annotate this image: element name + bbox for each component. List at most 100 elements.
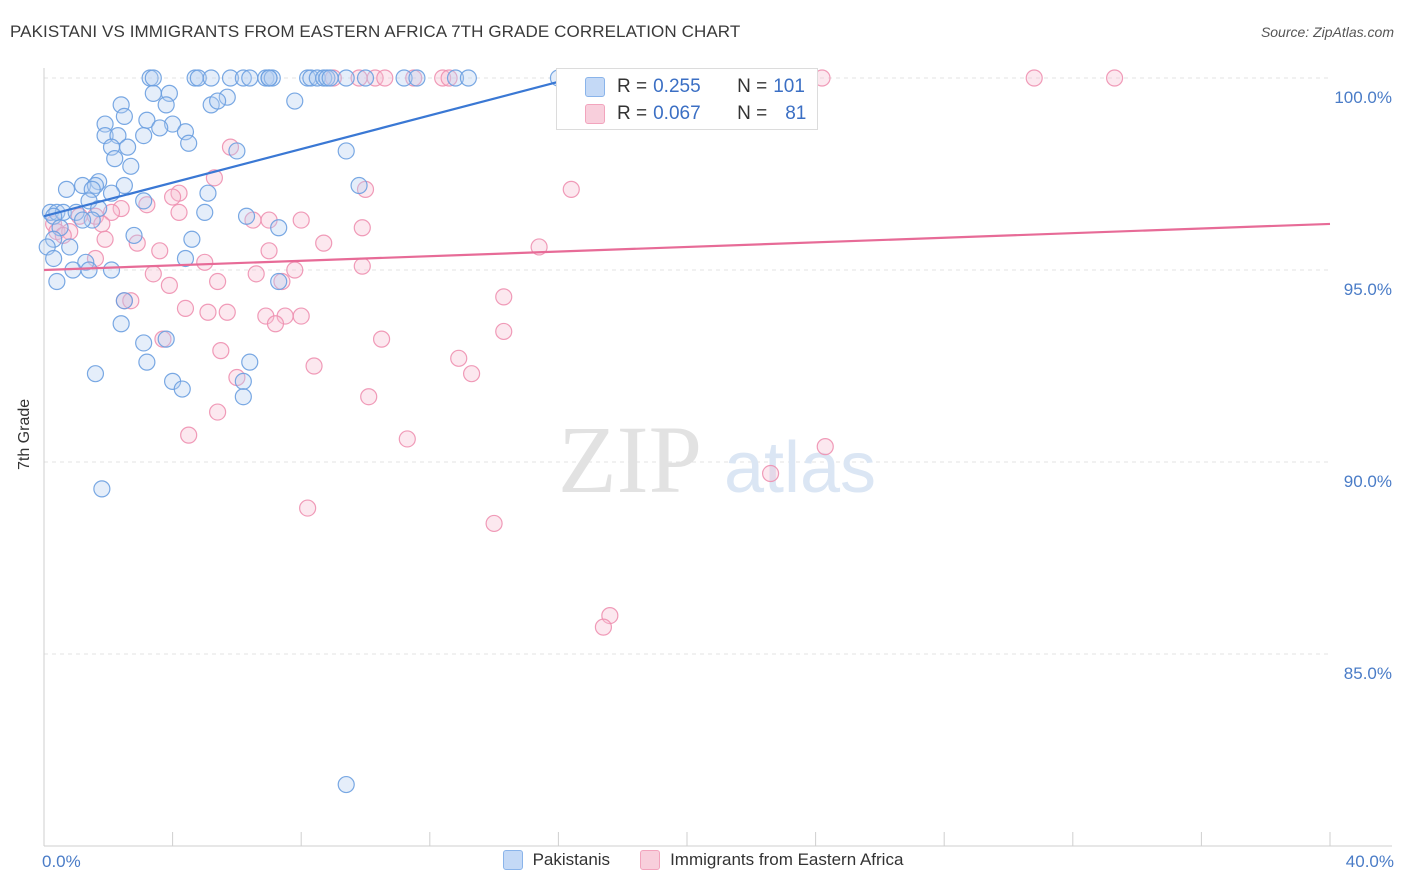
data-point-eastern-africa: [305, 357, 323, 375]
data-point-pakistanis: [337, 142, 355, 160]
data-point-eastern-africa: [160, 276, 178, 294]
legend-item-pakistanis[interactable]: Pakistanis: [502, 850, 611, 870]
data-point-eastern-africa: [102, 203, 121, 221]
data-point-eastern-africa: [372, 330, 391, 348]
data-point-eastern-africa: [286, 261, 304, 279]
y-tick-label: 90.0%: [1344, 472, 1392, 491]
data-point-eastern-africa: [1105, 69, 1124, 87]
data-point-pakistanis: [118, 138, 137, 156]
data-point-eastern-africa: [209, 272, 227, 291]
series-pakistanis: [38, 69, 568, 794]
data-point-pakistanis: [173, 380, 191, 398]
data-point-pakistanis: [395, 69, 413, 87]
data-point-eastern-africa: [366, 69, 384, 87]
data-point-pakistanis: [115, 107, 133, 126]
data-point-pakistanis: [270, 219, 288, 237]
data-point-pakistanis: [350, 176, 368, 195]
r-label: R =: [617, 103, 648, 124]
data-point-pakistanis: [241, 353, 259, 371]
legend-swatch-pink: [640, 850, 661, 870]
data-point-pakistanis: [308, 69, 326, 87]
data-point-eastern-africa: [353, 219, 371, 237]
series-immigrants-eastern-africa: [45, 69, 1124, 636]
data-point-eastern-africa: [398, 430, 416, 448]
stats-box: R = 0.255 N = 101 R = 0.067 N = 81: [556, 68, 818, 130]
r-value: 0.067: [653, 103, 701, 124]
data-point-eastern-africa: [176, 299, 195, 317]
y-tick-label: 85.0%: [1344, 664, 1392, 683]
data-point-pakistanis: [93, 480, 111, 498]
data-point-pakistanis: [286, 92, 304, 110]
chart-legend: Pakistanis Immigrants from Eastern Afric…: [0, 850, 1406, 870]
zipatlas-watermark: ZIP atlas: [558, 406, 876, 513]
n-value: 101: [773, 76, 805, 97]
stats-row-pakistanis: R = 0.255 N = 101: [557, 72, 805, 102]
data-point-pakistanis: [125, 226, 143, 245]
source-credit: Source: ZipAtlas.com: [1260, 24, 1394, 40]
data-point-eastern-africa: [360, 388, 378, 406]
data-point-pakistanis: [234, 372, 252, 390]
data-point-pakistanis: [180, 134, 198, 152]
data-point-eastern-africa: [209, 403, 227, 421]
data-point-pakistanis: [135, 127, 153, 145]
data-point-pakistanis: [408, 69, 426, 87]
data-point-pakistanis: [57, 180, 76, 198]
r-label: R =: [617, 76, 648, 97]
axes: [43, 68, 1392, 847]
data-point-eastern-africa: [151, 242, 169, 260]
data-point-eastern-africa: [266, 315, 285, 333]
data-point-pakistanis: [337, 69, 355, 87]
watermark-atlas: atlas: [724, 428, 876, 508]
trend-line-pakistanis: [43, 80, 559, 218]
data-point-pakistanis: [144, 69, 162, 87]
data-point-pakistanis: [164, 115, 182, 133]
gridlines: [44, 77, 1330, 655]
data-point-pakistanis: [112, 315, 130, 333]
data-point-pakistanis: [209, 92, 227, 110]
data-point-pakistanis: [102, 261, 121, 279]
data-point-pakistanis: [73, 211, 92, 229]
data-point-eastern-africa: [562, 180, 580, 198]
legend-swatch-blue: [502, 850, 523, 870]
data-point-pakistanis: [228, 142, 246, 160]
data-point-pakistanis: [270, 272, 288, 291]
chart-title: PAKISTANI VS IMMIGRANTS FROM EASTERN AFR…: [10, 22, 741, 41]
data-point-eastern-africa: [247, 265, 265, 283]
y-tick-labels: 100.0% 95.0% 90.0% 85.0%: [1334, 88, 1392, 683]
data-point-pakistanis: [221, 69, 240, 87]
data-point-pakistanis: [237, 207, 256, 225]
data-point-pakistanis: [234, 388, 252, 406]
data-point-eastern-africa: [376, 69, 394, 87]
data-point-eastern-africa: [292, 307, 310, 325]
data-point-pakistanis: [45, 249, 63, 268]
stats-row-eastern-africa: R = 0.067 N = 81: [557, 99, 806, 129]
data-point-pakistanis: [106, 150, 124, 168]
data-point-eastern-africa: [96, 230, 114, 248]
data-point-pakistanis: [83, 211, 101, 229]
data-point-eastern-africa: [440, 69, 458, 87]
data-point-eastern-africa: [315, 234, 333, 252]
data-point-pakistanis: [151, 119, 169, 137]
legend-label: Pakistanis: [532, 850, 611, 869]
legend-item-eastern-africa[interactable]: Immigrants from Eastern Africa: [640, 850, 903, 870]
data-point-eastern-africa: [434, 69, 452, 87]
data-point-eastern-africa: [218, 303, 236, 321]
legend-label: Immigrants from Eastern Africa: [670, 850, 904, 869]
data-point-pakistanis: [48, 272, 66, 291]
data-point-eastern-africa: [199, 303, 217, 321]
data-point-eastern-africa: [299, 499, 317, 517]
data-point-eastern-africa: [1025, 69, 1043, 87]
data-point-pakistanis: [199, 184, 217, 202]
trend-lines: [43, 80, 1331, 272]
data-point-pakistanis: [459, 69, 477, 87]
data-point-eastern-africa: [196, 253, 214, 271]
data-point-pakistanis: [144, 84, 162, 102]
data-point-pakistanis: [86, 365, 105, 383]
data-point-eastern-africa: [164, 188, 182, 206]
data-point-pakistanis: [135, 192, 153, 210]
data-point-pakistanis: [321, 69, 339, 87]
data-point-eastern-africa: [353, 257, 371, 275]
stats-swatch-pink: [585, 104, 605, 124]
data-point-pakistanis: [80, 261, 98, 279]
